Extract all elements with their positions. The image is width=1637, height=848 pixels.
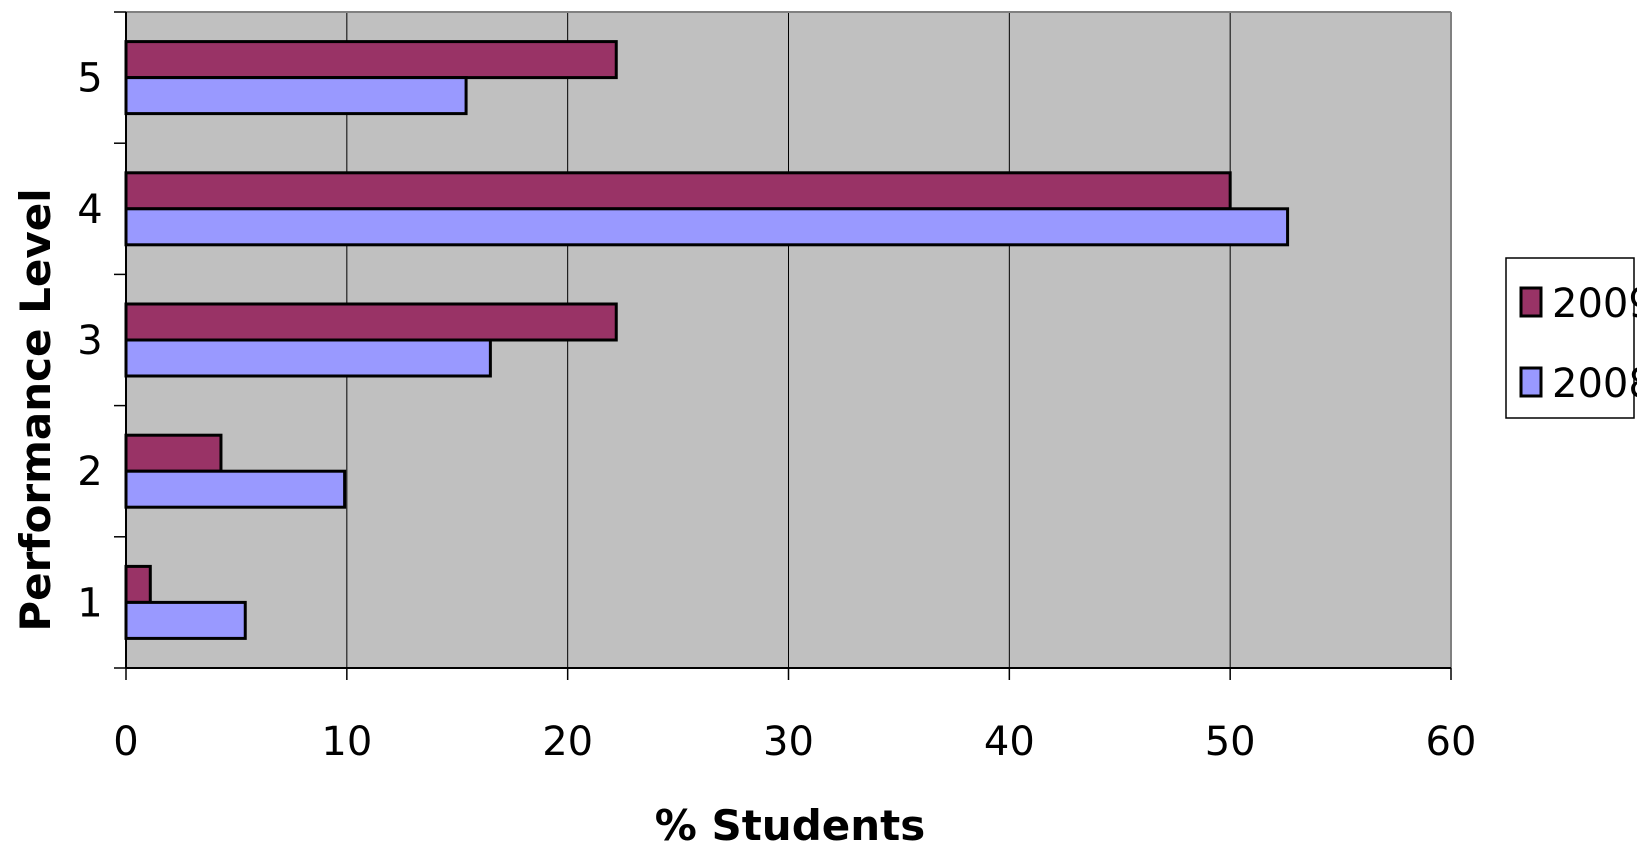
x-tick-label: 30 bbox=[763, 719, 814, 765]
legend-swatch-2009 bbox=[1519, 286, 1543, 318]
bar-2009-level-3 bbox=[124, 302, 618, 342]
bar-2009-level-5 bbox=[124, 40, 618, 80]
bar-2008-level-5 bbox=[124, 76, 468, 116]
axes bbox=[114, 11, 1452, 680]
bar-2009-level-4 bbox=[124, 171, 1232, 211]
bar-2008-level-4 bbox=[124, 207, 1290, 247]
bar-2008-level-1 bbox=[124, 600, 247, 640]
x-axis-title: % Students bbox=[655, 801, 925, 848]
y-tick-label: 3 bbox=[77, 318, 102, 364]
legend-swatch-2008 bbox=[1519, 366, 1543, 398]
legend-label-2009: 2009 bbox=[1552, 281, 1637, 327]
x-tick-label: 40 bbox=[984, 719, 1035, 765]
x-tick-label: 50 bbox=[1205, 719, 1256, 765]
y-tick-labels: 1 2 3 4 5 bbox=[77, 56, 102, 627]
x-tick-label: 60 bbox=[1426, 719, 1477, 765]
x-tick-label: 10 bbox=[321, 719, 372, 765]
bar-2009-level-1 bbox=[124, 564, 152, 604]
y-tick-label: 1 bbox=[77, 580, 102, 626]
y-axis-title: Performance Level bbox=[11, 188, 60, 631]
legend: 2009 2008 bbox=[1505, 257, 1637, 419]
y-tick-label: 2 bbox=[77, 449, 102, 495]
bar-2009-level-2 bbox=[124, 433, 223, 473]
y-tick-label: 4 bbox=[77, 187, 102, 233]
x-tick-label: 0 bbox=[113, 719, 138, 765]
bar-2008-level-3 bbox=[124, 338, 492, 378]
x-tick-labels: 0 10 20 30 40 50 60 bbox=[113, 719, 1476, 765]
x-tick-label: 20 bbox=[542, 719, 593, 765]
legend-label-2008: 2008 bbox=[1552, 361, 1637, 407]
y-tick-label: 5 bbox=[77, 56, 102, 102]
bars bbox=[124, 40, 1290, 640]
bar-2008-level-2 bbox=[124, 469, 347, 509]
